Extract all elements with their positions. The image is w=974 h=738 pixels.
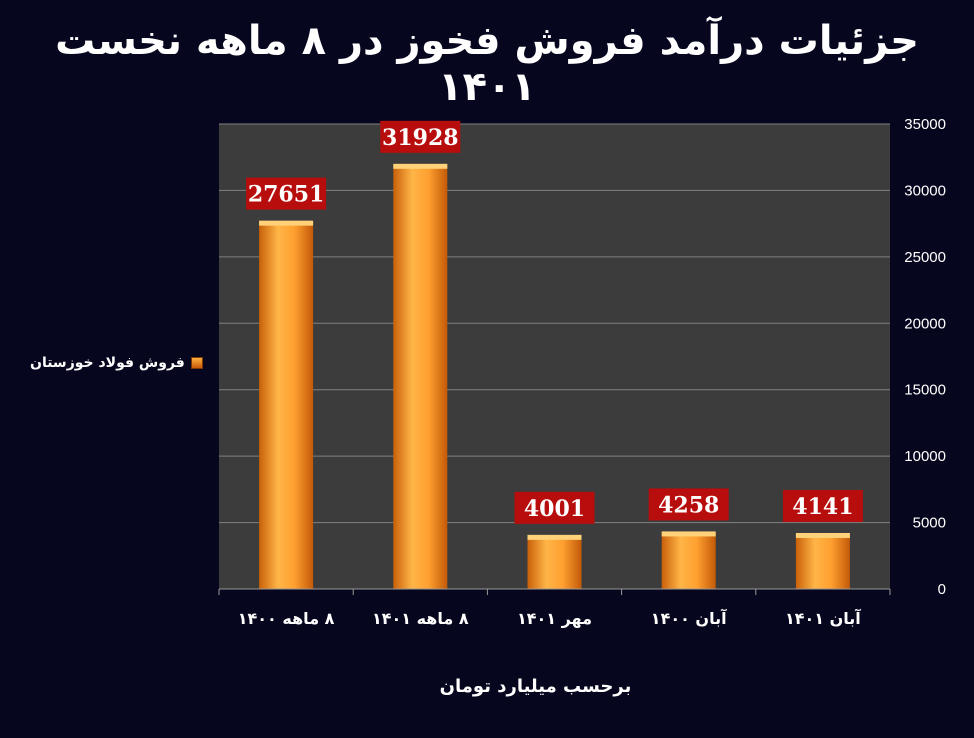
y-tick-label: 10000 — [904, 448, 946, 465]
legend: فروش فولاد خوزستان — [30, 355, 203, 371]
bar-top — [393, 163, 448, 169]
x-axis: ۸ ماهه ۱۴۰۰ ۸ ماهه ۱۴۰۱ مهر ۱۴۰۱ آبان ۱۴۰۰ آ… — [218, 588, 891, 628]
x-tick-label: ۸ ماهه ۱۴۰۱ — [372, 609, 469, 628]
legend-label: فروش فولاد خوزستان — [30, 355, 185, 371]
bar — [393, 164, 448, 589]
y-tick-label: 0 — [938, 581, 946, 598]
data-label: 4141 — [792, 494, 853, 520]
bar — [795, 533, 850, 589]
x-tick-label: آبان ۱۴۰۱ — [785, 608, 861, 628]
x-tick-label: آبان ۱۴۰۰ — [651, 608, 727, 628]
bar-top — [661, 531, 716, 537]
y-tick-label: 35000 — [904, 116, 946, 133]
bar-top — [527, 534, 582, 540]
legend-swatch — [190, 357, 203, 369]
y-tick-label: 25000 — [904, 249, 946, 266]
bar — [661, 532, 716, 589]
bar-top — [259, 220, 314, 226]
y-tick-label: 15000 — [904, 382, 946, 399]
bar — [259, 221, 314, 589]
data-label-box — [782, 489, 863, 522]
x-axis-label: برحسب میلیارد تومان — [439, 676, 632, 697]
bars-group — [259, 163, 850, 589]
y-axis: 0 5000 10000 15000 20000 25000 30000 35000 — [904, 116, 946, 598]
bar-top — [795, 532, 850, 538]
y-tick-label: 5000 — [913, 515, 946, 532]
data-label-box — [246, 177, 327, 210]
x-tick-label: ۸ ماهه ۱۴۰۰ — [238, 609, 335, 628]
chart-title: جزئیات درآمد فروش فخوز در ۸ ماهه نخست ۱۴… — [55, 18, 919, 110]
bar — [527, 535, 582, 589]
data-label: 27651 — [248, 182, 325, 208]
data-labels: 27651 31928 4001 4258 4141 — [246, 120, 863, 524]
data-label: 4258 — [658, 492, 719, 518]
data-label: 31928 — [382, 125, 459, 151]
y-tick-label: 20000 — [904, 315, 946, 332]
y-tick-label: 30000 — [904, 182, 946, 199]
x-tick-label: مهر ۱۴۰۱ — [517, 609, 592, 628]
data-label-box — [380, 120, 461, 153]
data-label: 4001 — [524, 496, 585, 522]
data-label-box — [648, 488, 729, 521]
data-label-box — [514, 491, 595, 524]
